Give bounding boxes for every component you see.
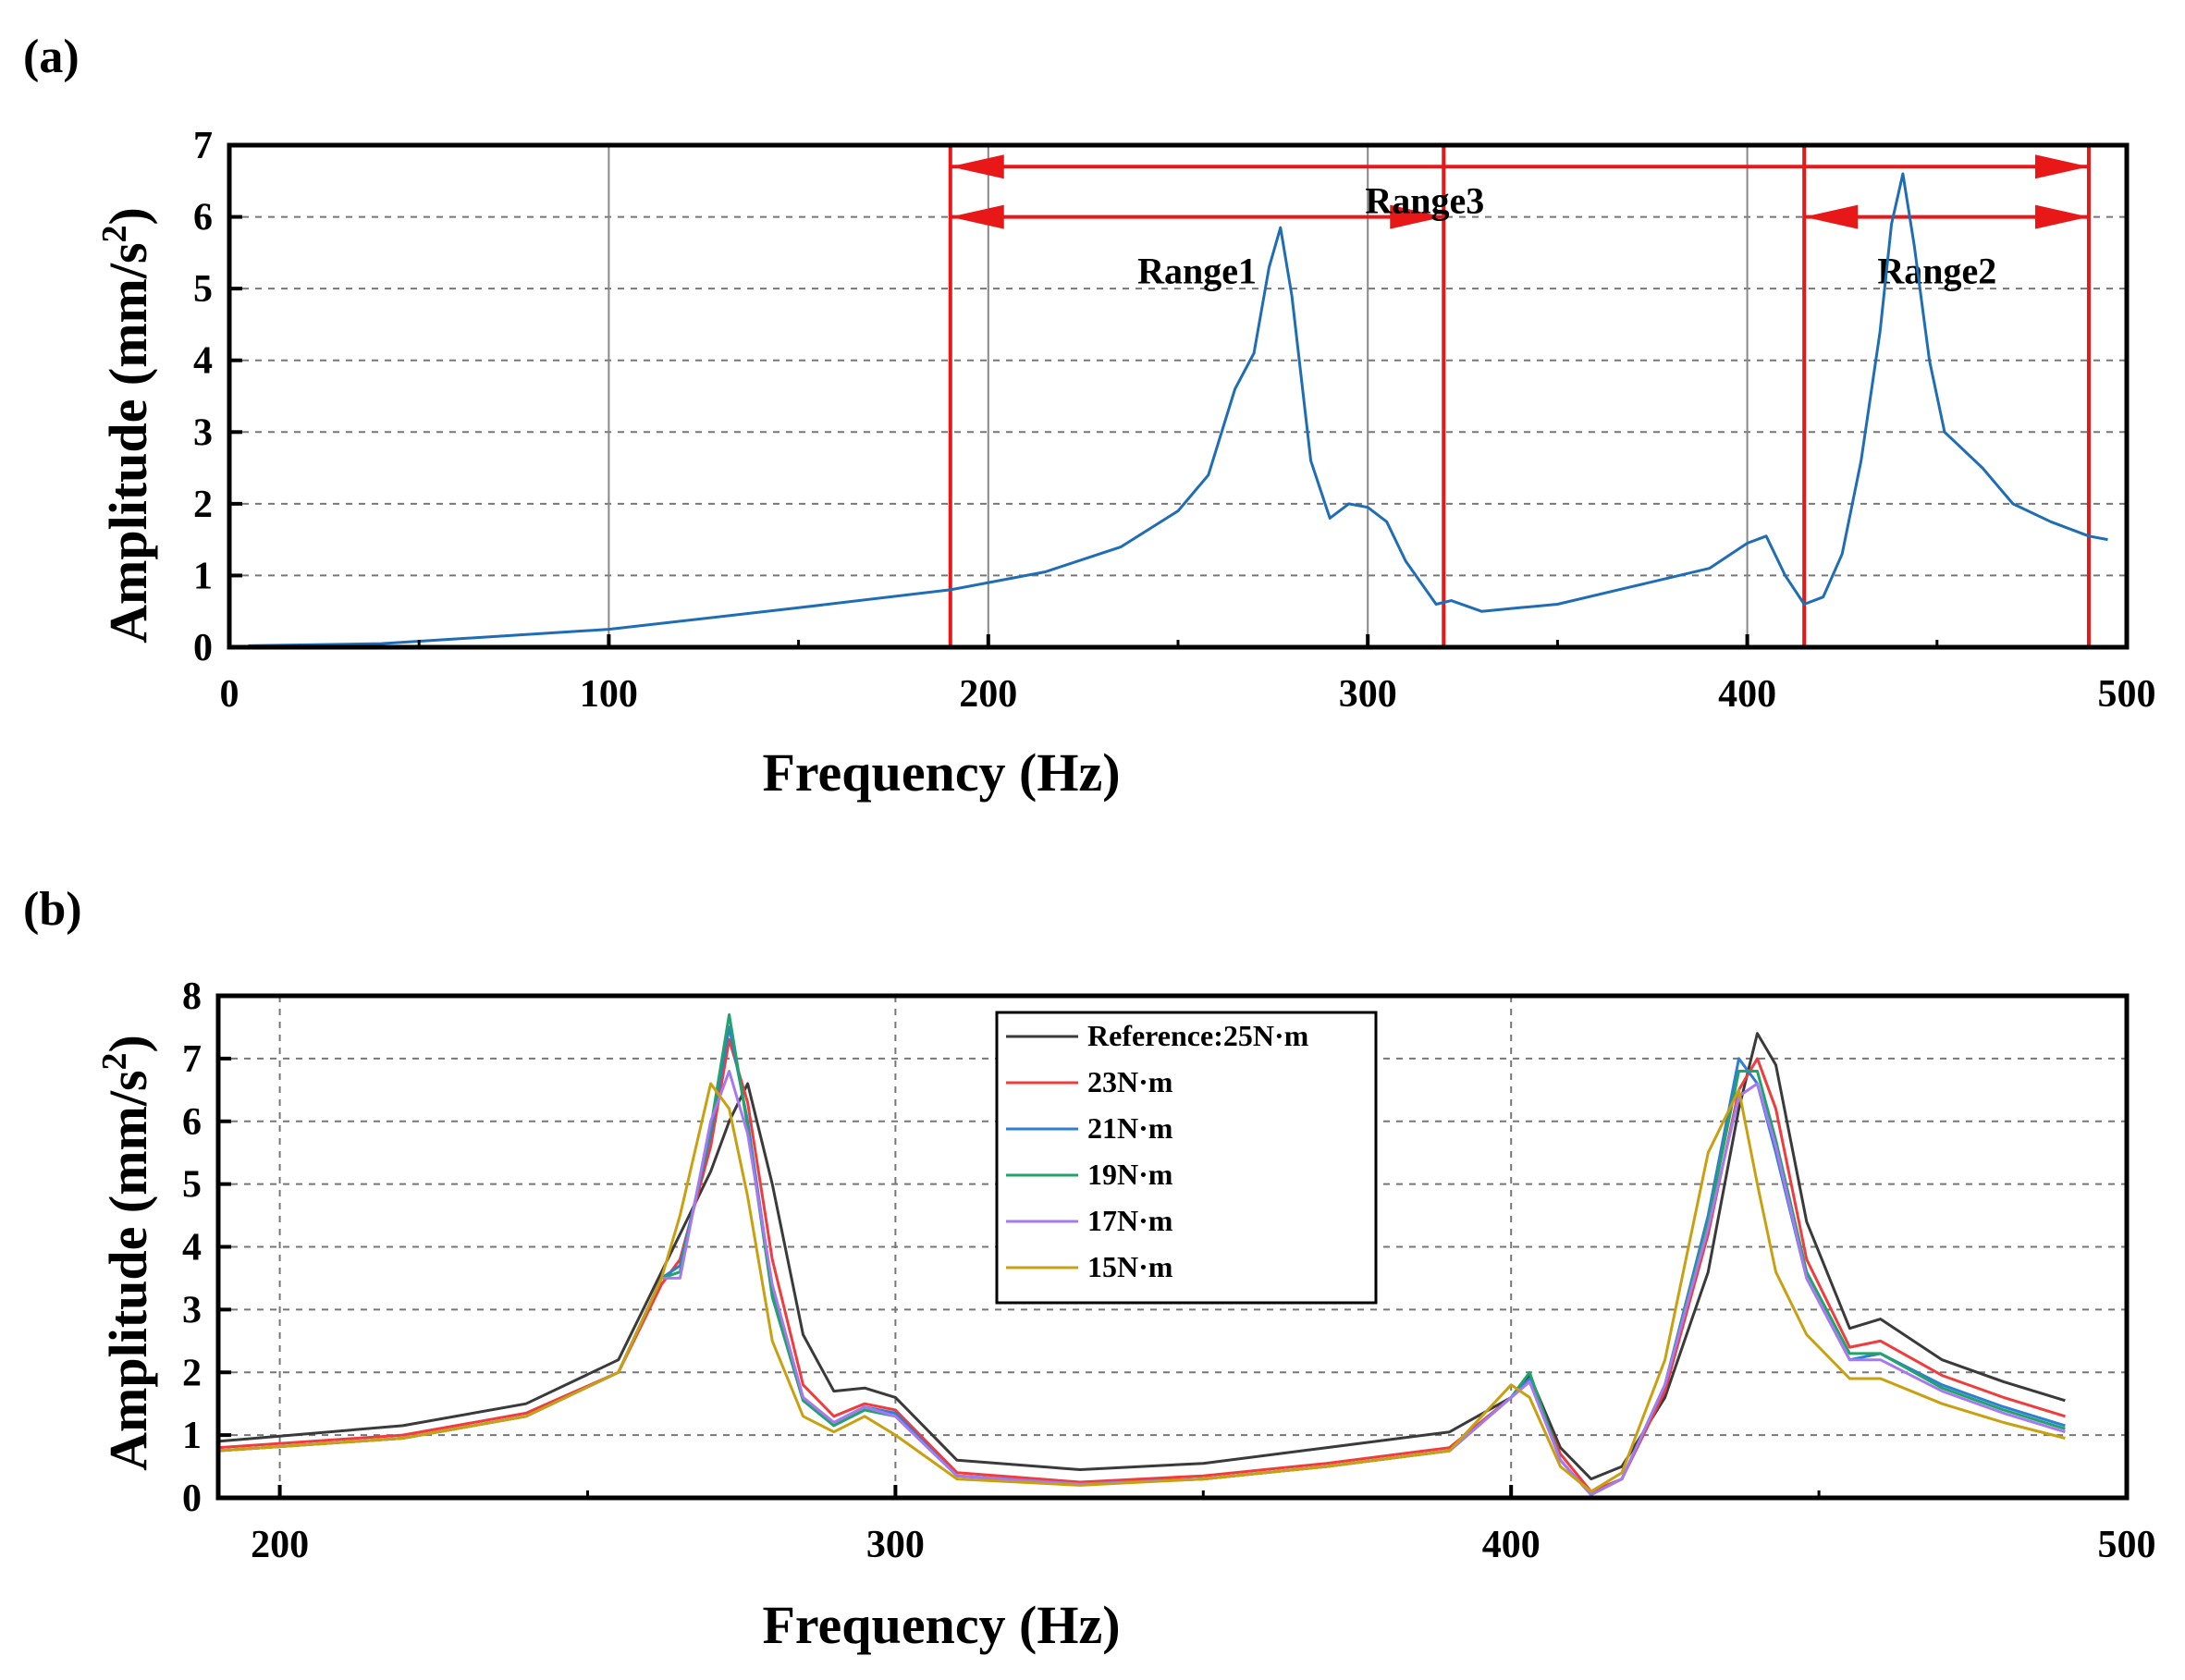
panel-b-ytick-label: 0: [182, 1478, 202, 1520]
legend-label-5: 15N·m: [1087, 1250, 1173, 1283]
panel-a-ylabel-main: Amplitude (mm/s: [98, 242, 158, 643]
panel-a-xtick-label: 400: [1718, 673, 1776, 716]
panel-a-ytick-label: 2: [193, 484, 213, 526]
panel-a-ytick-label: 0: [193, 627, 213, 669]
panel-a-ytick-label: 5: [193, 268, 213, 311]
range-arrowhead-left-3: [950, 154, 1004, 179]
panel-b-legend: Reference:25N·m 23N·m 21N·m 19N·m 17N·m 15N·m: [995, 1011, 1378, 1305]
panel-a: (a) Range1 Range2 Range3 0 1 2 3 4 5 6 7 0 100 200 30…: [23, 31, 2156, 803]
panel-b-ytick-label: 3: [182, 1289, 202, 1331]
panel-a-ytick-label: 1: [193, 555, 213, 597]
panel-b-xtick-label: 200: [251, 1524, 309, 1566]
panel-a-label: (a): [23, 31, 80, 83]
panel-a-ylabel-sup: 2: [95, 225, 134, 242]
panel-a-series-line-0: [248, 172, 2108, 647]
panel-b-ytick-label: 6: [182, 1101, 202, 1144]
panel-b-xlabel: Frequency (Hz): [762, 1595, 1120, 1655]
panel-b-xtick-label: 500: [2098, 1524, 2156, 1566]
legend-box: [995, 1011, 1378, 1305]
panel-a-ylabel: Amplitude (mm/s2): [95, 207, 158, 644]
legend-label-4: 17N·m: [1087, 1204, 1173, 1237]
range-arrowhead-right-3: [2034, 154, 2089, 179]
panel-b-xtick-label: 300: [866, 1524, 925, 1566]
panel-a-xtick-label: 100: [580, 673, 638, 716]
panel-a-xtick-label: 300: [1339, 673, 1397, 716]
panel-a-xlabel: Frequency (Hz): [762, 742, 1120, 803]
panel-b-series: [217, 1012, 2066, 1497]
panel-a-series: [248, 172, 2108, 647]
range-label-3: Range3: [1365, 179, 1484, 221]
range-label-1: Range1: [1137, 251, 1257, 292]
panel-a-xtick-label: 0: [220, 673, 239, 716]
panel-a-ytick-label: 7: [193, 125, 213, 167]
panel-b-series-line-5: [217, 1082, 2066, 1493]
panel-b-xtick-label: 400: [1482, 1524, 1541, 1566]
panel-b: (b) 0 1 2 3 4 5 6 7 8 200 300 400 500 Reference:25N·…: [23, 883, 2156, 1655]
panel-a-ticks: 0 1 2 3 4 5 6 7 0 100 200 300 400 500: [193, 125, 2156, 716]
panel-b-ytick-label: 7: [182, 1038, 202, 1081]
range-arrowhead-right-1: [1390, 204, 1444, 229]
panel-b-ytick-label: 1: [182, 1415, 202, 1457]
panel-a-ytick-label: 3: [193, 411, 213, 454]
legend-label-2: 21N·m: [1087, 1111, 1173, 1145]
panel-b-ylabel-close: ): [98, 1035, 158, 1052]
panel-a-xtick-label: 500: [2098, 673, 2156, 716]
legend-label-0: Reference:25N·m: [1087, 1019, 1309, 1052]
panel-b-ytick-label: 5: [182, 1164, 202, 1207]
panel-b-series-line-1: [217, 1038, 2066, 1493]
range-label-2: Range2: [1877, 251, 1996, 292]
panel-b-label: (b): [23, 883, 82, 936]
panel-b-ticks: 0 1 2 3 4 5 6 7 8 200 300 400 500: [182, 975, 2156, 1566]
panel-a-ylabel-close: ): [98, 207, 158, 225]
panel-b-series-line-0: [217, 1032, 2066, 1481]
panel-a-range-annotations: Range1 Range2 Range3: [948, 145, 2091, 647]
panel-b-ylabel-main: Amplitude (mm/s: [98, 1070, 158, 1470]
range-arrowhead-left-1: [950, 204, 1004, 229]
panel-b-ytick-label: 2: [182, 1352, 202, 1394]
range-arrowhead-right-2: [2034, 204, 2089, 229]
panel-b-ylabel-sup: 2: [95, 1052, 134, 1070]
range-arrowhead-left-2: [1804, 204, 1859, 229]
panel-a-ytick-label: 4: [193, 340, 213, 383]
panel-b-ylabel: Amplitude (mm/s2): [95, 1035, 158, 1471]
panel-a-ytick-label: 6: [193, 197, 213, 239]
panel-a-xtick-label: 200: [959, 673, 1017, 716]
panel-b-ytick-label: 8: [182, 975, 202, 1018]
legend-label-3: 19N·m: [1087, 1158, 1173, 1191]
panel-b-ytick-label: 4: [182, 1227, 202, 1269]
legend-label-1: 23N·m: [1087, 1065, 1173, 1098]
